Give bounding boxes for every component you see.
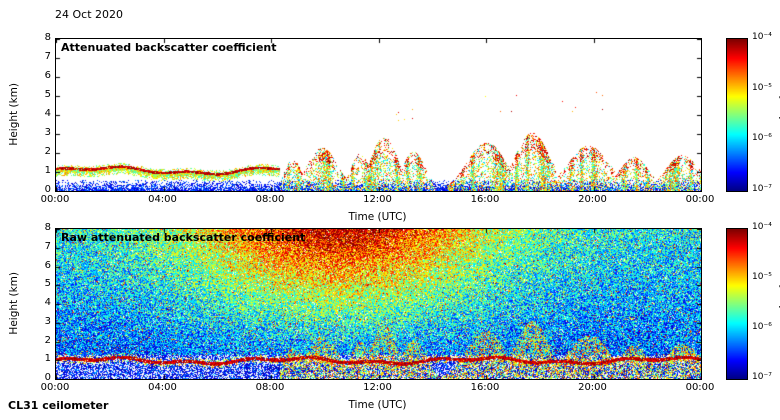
x-tick-label: 20:00 (578, 382, 607, 393)
y-tick-label: 3 (44, 315, 51, 327)
x-tick-label: 00:00 (685, 194, 715, 205)
y-tick-label: 3 (44, 127, 51, 138)
y-tick-label: 4 (44, 108, 51, 119)
x-tick-label: 12:00 (363, 382, 392, 393)
y-axis-label-bottom: Height (km) (7, 228, 21, 378)
y-tick-label: 6 (44, 70, 51, 81)
top-heatmap-canvas (55, 38, 702, 192)
colorbar-tick-label: 10⁻⁶ (752, 322, 772, 332)
colorbar-bottom: m⁻¹ sr⁻¹ 10⁻⁴ 10⁻⁵ 10⁻⁶ 10⁻⁷ (726, 222, 780, 382)
x-tick-label: 16:00 (470, 194, 500, 205)
y-tick-label: 6 (44, 259, 51, 271)
colorbar-tick-label: 10⁻⁷ (752, 184, 772, 194)
bottom-heatmap-canvas (55, 228, 702, 380)
colorbar-tick-label: 10⁻⁵ (752, 82, 772, 93)
y-tick-label: 7 (44, 240, 51, 252)
y-axis-label-top: Height (km) (7, 38, 21, 190)
x-axis-label-bottom: Time (UTC) (348, 399, 407, 411)
x-tick-label: 00:00 (40, 382, 70, 393)
y-axis-label-text: Height (km) (8, 271, 20, 335)
y-tick-label: 0 (44, 184, 51, 195)
y-tick-label: 8 (44, 32, 51, 43)
y-tick-label: 1 (44, 353, 51, 365)
colorbar-canvas-top (726, 38, 748, 192)
colorbar-top: m⁻¹ sr⁻¹ 10⁻⁴ 10⁻⁵ 10⁻⁶ 10⁻⁷ (726, 32, 780, 194)
y-tick-label: 4 (44, 297, 51, 308)
instrument-label: CL31 ceilometer (8, 399, 109, 412)
x-tick-label: 08:00 (255, 382, 285, 393)
y-axis-label-text: Height (km) (8, 82, 20, 146)
bottom-panel: Raw attenuated backscatter coefficient H… (8, 222, 714, 411)
colorbar-canvas-bottom (726, 228, 748, 380)
y-tick-label: 1 (44, 165, 51, 176)
x-tick-label: 04:00 (148, 382, 177, 393)
colorbar-tick-label: 10⁻⁴ (752, 32, 772, 42)
x-tick-label: 12:00 (363, 194, 392, 205)
x-tick-label: 04:00 (148, 194, 177, 205)
x-tick-label: 00:00 (685, 382, 715, 393)
y-tick-label: 2 (44, 334, 51, 346)
y-tick-label: 2 (44, 146, 51, 157)
colorbar-tick-label: 10⁻⁴ (752, 222, 772, 232)
colorbar-tick-label: 10⁻⁷ (752, 372, 772, 382)
top-panel: Attenuated backscatter coefficient Heigh… (8, 32, 714, 223)
x-tick-label: 20:00 (578, 194, 607, 205)
x-tick-label: 16:00 (470, 382, 500, 393)
y-tick-label: 7 (44, 51, 51, 62)
panel-title-bottom: Raw attenuated backscatter coefficient (61, 231, 306, 244)
y-tick-label: 0 (44, 372, 51, 383)
x-axis-label-top: Time (UTC) (348, 211, 407, 223)
y-tick-label: 5 (44, 89, 51, 100)
panel-title-top: Attenuated backscatter coefficient (61, 41, 277, 54)
colorbar-tick-label: 10⁻⁵ (752, 271, 772, 282)
date-label: 24 Oct 2020 (55, 8, 124, 21)
colorbar-tick-label: 10⁻⁶ (752, 133, 772, 144)
x-tick-label: 00:00 (40, 194, 70, 205)
y-tick-label: 8 (44, 222, 51, 233)
x-tick-label: 08:00 (255, 194, 285, 205)
y-tick-label: 5 (44, 278, 51, 290)
